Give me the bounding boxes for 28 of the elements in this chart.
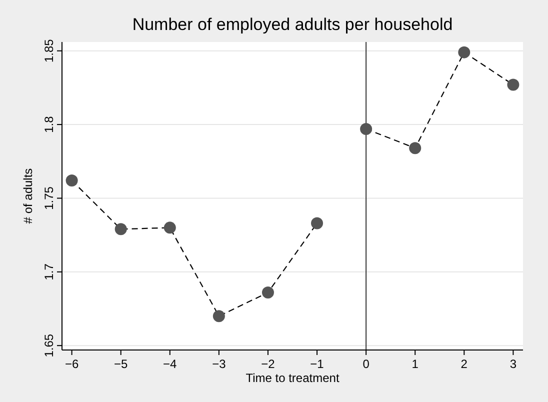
x-tick-label: −6 bbox=[64, 357, 79, 371]
chart-title: Number of employed adults per household bbox=[132, 15, 453, 34]
point bbox=[507, 78, 520, 91]
y-axis-title: # of adults bbox=[21, 168, 35, 224]
y-tick-label: 1.7 bbox=[42, 263, 56, 280]
point bbox=[409, 142, 422, 154]
point bbox=[262, 286, 274, 299]
point bbox=[114, 223, 127, 236]
x-tick-label: −2 bbox=[261, 357, 276, 371]
point bbox=[360, 122, 372, 135]
point bbox=[66, 174, 78, 187]
point bbox=[212, 310, 225, 322]
y-tick-label: 1.8 bbox=[42, 116, 56, 133]
point bbox=[458, 46, 470, 58]
y-tick-label: 1.85 bbox=[42, 38, 56, 63]
x-tick-label: 1 bbox=[412, 357, 419, 371]
point bbox=[164, 222, 176, 234]
x-axis-title: Time to treatment bbox=[246, 371, 340, 385]
x-tick-label: −1 bbox=[310, 357, 324, 371]
x-tick-label: −5 bbox=[114, 357, 128, 371]
x-tick-label: −3 bbox=[212, 357, 226, 371]
point bbox=[311, 217, 324, 230]
x-tick-label: 2 bbox=[460, 357, 468, 371]
x-tick-label: −4 bbox=[163, 357, 178, 371]
x-tick-label: 0 bbox=[362, 357, 370, 371]
x-tick-label: 3 bbox=[510, 357, 517, 371]
y-tick-label: 1.75 bbox=[42, 186, 56, 210]
y-tick-label: 1.65 bbox=[42, 334, 56, 358]
